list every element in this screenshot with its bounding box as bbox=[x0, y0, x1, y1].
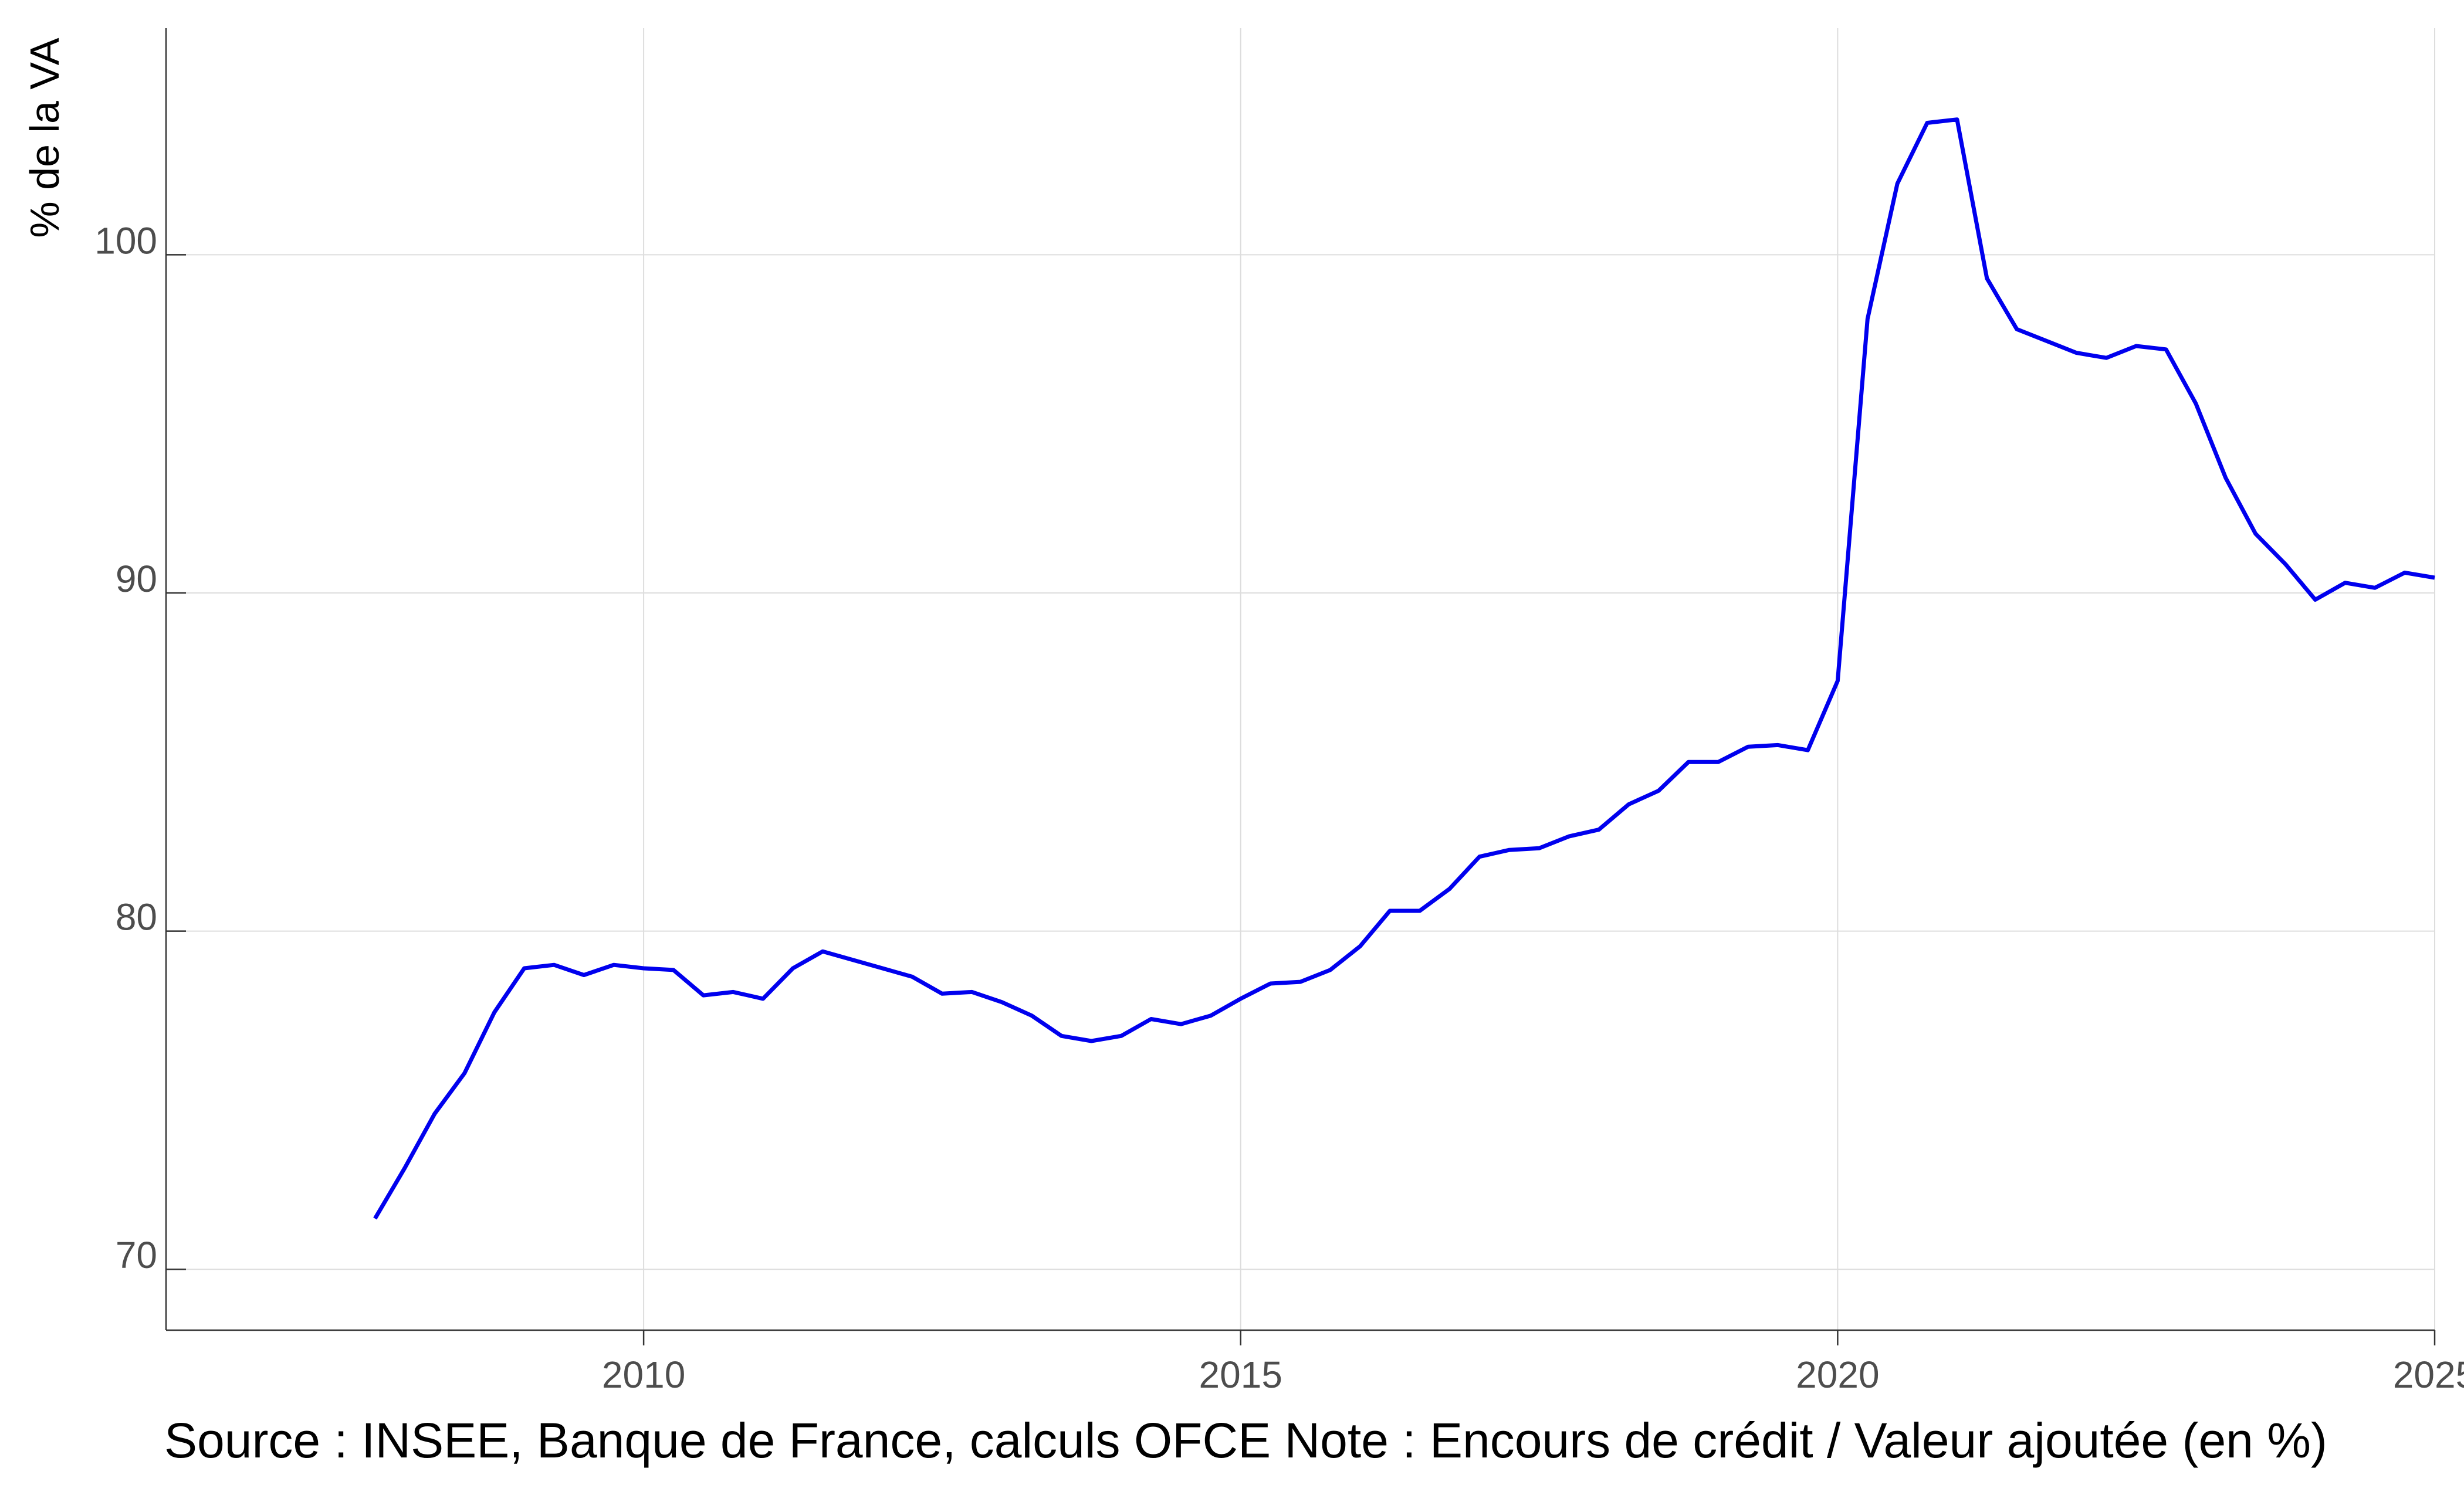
x-tick-label: 2015 bbox=[1199, 1354, 1282, 1396]
source-note: Source : INSEE, Banque de France, calcul… bbox=[164, 1413, 2327, 1468]
grid-lines bbox=[166, 28, 2435, 1330]
series-line bbox=[373, 117, 2435, 1220]
y-tick-label: 100 bbox=[94, 219, 157, 262]
axes bbox=[165, 28, 2435, 1331]
axis-ticks: 70 80 90 100 2010 2015 2020 2025 bbox=[94, 219, 2464, 1396]
y-tick-label: 80 bbox=[116, 896, 157, 938]
x-tick-label: 2010 bbox=[602, 1354, 685, 1396]
x-tick-label: 2020 bbox=[1796, 1354, 1879, 1396]
series-group bbox=[373, 117, 2435, 1220]
y-tick-label: 70 bbox=[116, 1234, 157, 1276]
x-tick-label: 2025 bbox=[2393, 1354, 2464, 1396]
y-tick-label: 90 bbox=[116, 558, 157, 600]
y-axis-title: % de la VA bbox=[22, 38, 67, 238]
